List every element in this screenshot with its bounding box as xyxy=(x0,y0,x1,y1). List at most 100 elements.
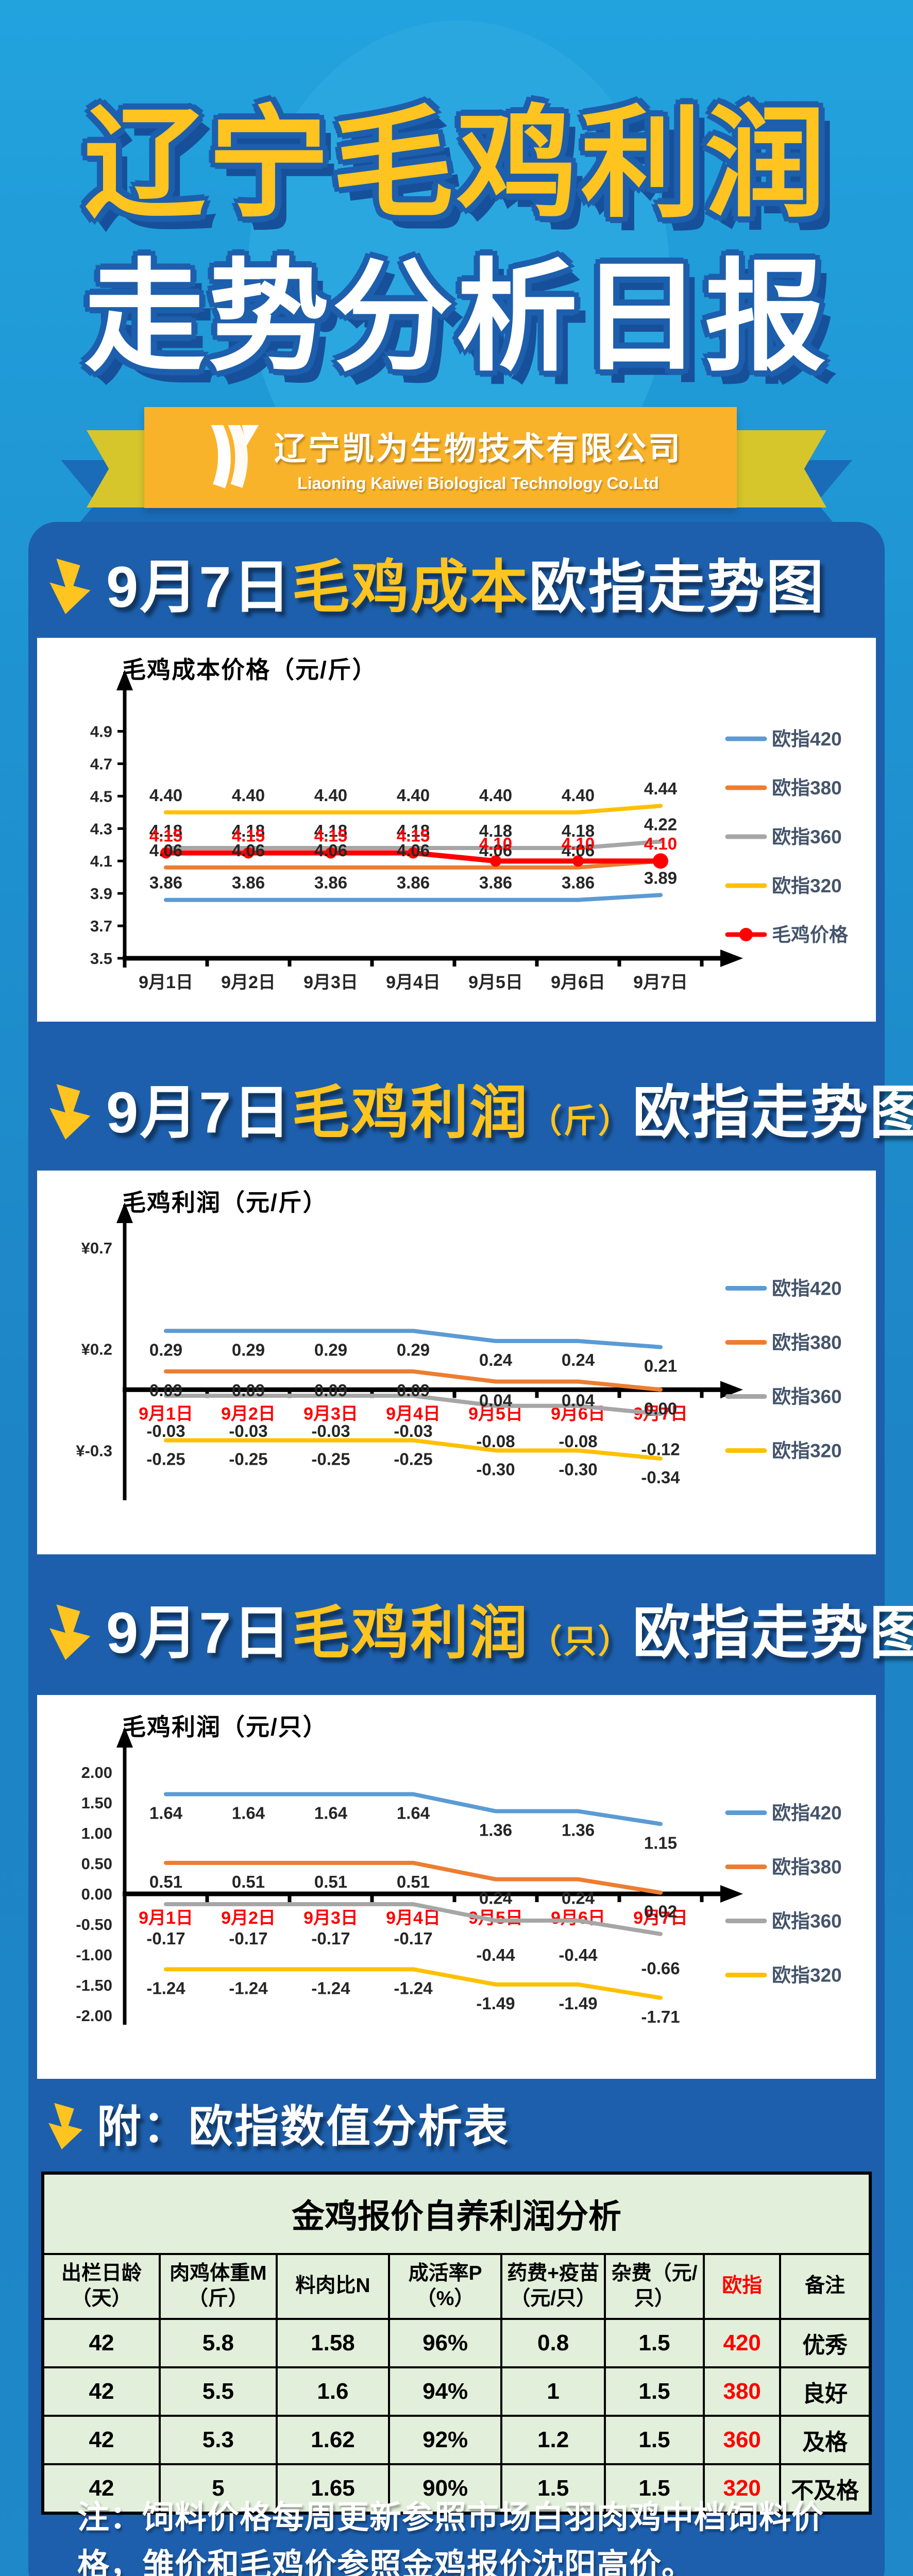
section-title-highlight: 毛鸡利润 xyxy=(292,1080,529,1145)
x-label: 9月4日 xyxy=(386,1908,441,1928)
x-label: 9月3日 xyxy=(303,1908,358,1928)
series-line xyxy=(164,804,663,815)
x-axis-arrow xyxy=(720,950,743,967)
data-label: 3.89 xyxy=(644,868,677,887)
legend-label: 欧指360 xyxy=(772,826,842,848)
data-label: -0.17 xyxy=(146,1929,185,1948)
table-cell: 1.6 xyxy=(275,2366,391,2417)
legend-marker xyxy=(739,928,753,941)
y-tick-label: 4.9 xyxy=(90,722,112,740)
chart-title: 毛鸡利润（元/斤） xyxy=(122,1189,328,1216)
x-label: 9月7日 xyxy=(633,973,688,992)
data-label: -1.49 xyxy=(559,1994,597,2013)
x-label: 9月4日 xyxy=(386,1404,441,1423)
table-cell: 5.5 xyxy=(158,2366,278,2417)
data-label: 0.04 xyxy=(479,1391,513,1410)
x-label: 9月3日 xyxy=(303,1404,358,1423)
data-label: -0.30 xyxy=(476,1460,515,1479)
y-axis-arrow xyxy=(116,1202,133,1223)
table-header-cell: 肉鸡体重M（斤） xyxy=(158,2253,278,2320)
data-label: 0.24 xyxy=(562,1889,595,1908)
data-label: -0.03 xyxy=(394,1421,432,1440)
data-label: 0.24 xyxy=(562,1350,595,1369)
table-header-cell: 出栏日龄（天） xyxy=(42,2253,161,2320)
x-label: 9月2日 xyxy=(221,973,276,992)
data-label: 4.15 xyxy=(314,826,347,845)
data-label: 4.06 xyxy=(479,841,512,860)
data-label: 0.09 xyxy=(314,1381,347,1400)
series-line xyxy=(164,859,663,870)
data-label: 0.29 xyxy=(149,1340,182,1359)
data-label: 0.51 xyxy=(149,1872,182,1891)
x-label: 9月5日 xyxy=(468,973,523,992)
series-marker xyxy=(325,847,336,859)
data-label: -0.03 xyxy=(146,1421,185,1440)
series-line xyxy=(164,1860,663,1895)
table-cell: 42 xyxy=(42,2463,161,2514)
y-tick-label: 3.9 xyxy=(90,885,112,903)
section-title-unit: （只） xyxy=(529,1623,633,1660)
data-label: 4.06 xyxy=(562,841,595,860)
data-label: 0.51 xyxy=(314,1872,347,1891)
company-name-en: Liaoning Kaiwei Biological Technology Co… xyxy=(297,473,659,493)
table-cell: 42 xyxy=(42,2366,161,2417)
table-cell: 1.5 xyxy=(500,2463,606,2514)
table-cell: 1.5 xyxy=(603,2317,705,2368)
data-label: 3.86 xyxy=(232,873,265,892)
profit-zhi-chart-panel: 毛鸡利润（元/只） 2.00 1.50 1.00 0.50 0.00 -0.50 -1.00… xyxy=(37,1695,876,2079)
company-banner: 辽宁凯为生物技术有限公司 Liaoning Kaiwei Biological … xyxy=(144,407,737,508)
data-label: 0.51 xyxy=(232,1872,265,1891)
data-label: 4.44 xyxy=(644,779,678,798)
section-title-prefix: 9月7日 xyxy=(106,1080,292,1145)
data-label: 0.24 xyxy=(479,1350,513,1369)
profit-jin-chart-panel: 毛鸡利润（元/斤） ¥0.7 ¥0.2 ¥-0.3 9月1日 9月2日 9月3日 9月4日 9… xyxy=(37,1171,876,1554)
legend-label: 欧指360 xyxy=(772,1386,842,1408)
data-label: 4.18 xyxy=(397,821,430,840)
data-label: 4.06 xyxy=(232,841,265,860)
table-cell: 1.2 xyxy=(500,2414,606,2465)
series-marker xyxy=(160,847,172,859)
data-label: 4.18 xyxy=(314,821,347,840)
series-marker xyxy=(572,855,584,867)
data-label: -0.34 xyxy=(641,1468,680,1487)
series-marker xyxy=(490,855,501,867)
y-tick-label: -2.00 xyxy=(76,2007,112,2025)
table-cell: 1.65 xyxy=(275,2463,391,2514)
data-label: -0.17 xyxy=(311,1929,350,1948)
section-title-profit-zhi: 9月7日毛鸡利润（只）欧指走势图 xyxy=(46,1601,913,1665)
table-cell: 94% xyxy=(388,2366,503,2417)
data-label: 3.86 xyxy=(562,873,595,892)
section-title-cost: 9月7日毛鸡成本欧指走势图 xyxy=(46,555,825,619)
analysis-table: 金鸡报价自养利润分析 出栏日龄（天） 肉鸡体重M（斤） 料肉比N 成活率P（%） 药费+疫… xyxy=(41,2172,872,2515)
data-label: -0.25 xyxy=(311,1450,350,1469)
y-tick-label: 1.50 xyxy=(81,1794,112,1812)
section-title-highlight: 毛鸡利润 xyxy=(292,1601,529,1665)
data-label: 3.86 xyxy=(149,873,182,892)
data-label: 4.06 xyxy=(314,841,347,860)
table-cell: 1.5 xyxy=(603,2463,705,2514)
data-label: 3.86 xyxy=(314,873,347,892)
table-cell: 380 xyxy=(703,2366,782,2417)
data-label: 0.09 xyxy=(397,1381,430,1400)
data-label: -0.44 xyxy=(559,1945,598,1964)
arrow-icon xyxy=(46,1083,96,1142)
y-tick-label: -1.00 xyxy=(76,1946,112,1964)
data-label: 1.64 xyxy=(232,1803,265,1822)
cost-chart-panel: 毛鸡成本价格（元/斤） 4.9 4.7 4.5 4.3 4.1 3.9 3.7 3.5 9月1日… xyxy=(37,638,876,1022)
data-label: 0.00 xyxy=(644,1399,677,1418)
data-label: -0.08 xyxy=(559,1432,597,1451)
x-label: 9月1日 xyxy=(139,1404,193,1423)
data-label: -0.66 xyxy=(641,1959,680,1978)
legend-label: 欧指380 xyxy=(772,1332,842,1353)
y-tick-label: 1.00 xyxy=(81,1824,112,1842)
y-tick-label: ¥-0.3 xyxy=(76,1442,112,1460)
data-label: 4.18 xyxy=(232,821,265,840)
table-cell: 及格 xyxy=(779,2414,871,2465)
table-cell: 320 xyxy=(703,2463,782,2514)
x-label: 9月1日 xyxy=(139,1908,193,1928)
legend-label: 欧指320 xyxy=(772,1440,842,1462)
data-label: 0.51 xyxy=(397,1872,430,1891)
data-label: 0.29 xyxy=(397,1340,430,1359)
table-header-cell: 成活率P（%） xyxy=(388,2253,503,2320)
series-marker xyxy=(408,847,419,859)
